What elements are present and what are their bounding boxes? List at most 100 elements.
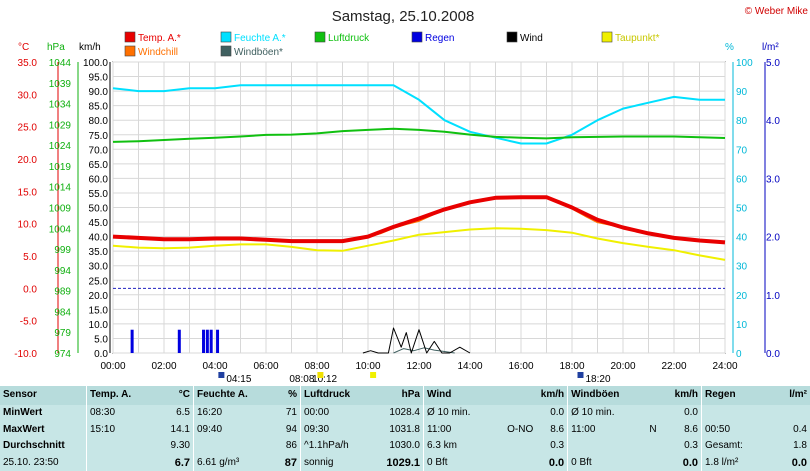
wind_ticks-tick-label: 15.0 <box>89 305 109 316</box>
rain-bar <box>205 329 209 353</box>
press-value: 1029.1 <box>386 456 420 469</box>
gust-value: 0.0 <box>682 456 698 469</box>
gust-value: 0.0 <box>684 407 698 419</box>
wind_ticks-tick-label: 100.0 <box>83 58 108 69</box>
gust-dir <box>634 438 659 455</box>
temp_ticks-tick-label: -10.0 <box>14 349 37 360</box>
header-press: Luftdruck <box>300 386 377 405</box>
wind_ticks-tick-label: 95.0 <box>89 73 109 84</box>
legend-label: Feuchte A.* <box>234 33 286 44</box>
stats-row-min: MinWert 08:30 6.5 16:20 71 00:00 1028.4 … <box>0 404 810 422</box>
wind-value: 8.6 <box>550 423 565 435</box>
gust-dir <box>634 454 659 471</box>
wind_ticks-tick-label: 60.0 <box>89 174 109 185</box>
header-rain: Regen <box>701 386 768 405</box>
x-tick-label: 10:00 <box>355 361 380 372</box>
header-temp-unit: °C <box>163 386 194 405</box>
moonrise-marker <box>218 372 225 378</box>
legend-label: Wind <box>520 33 543 44</box>
rain_ticks-tick-label: 5.0 <box>766 58 780 69</box>
x-tick-label: 02:00 <box>151 361 176 372</box>
wind-dir <box>490 438 536 455</box>
press-time: 00:00 <box>300 404 377 422</box>
humidity_ticks-tick-label: 10 <box>736 320 748 331</box>
rain-time: 00:50 <box>701 421 768 438</box>
humidity_ticks-tick-label: 70 <box>736 145 748 156</box>
press-value: 1030.0 <box>389 440 420 452</box>
series-line-windb-en <box>393 347 455 354</box>
rain-bar <box>209 329 213 353</box>
wind_ticks-tick-label: 75.0 <box>89 131 109 142</box>
x-tick-label: 06:00 <box>253 361 278 372</box>
wind-time: Ø 10 min. <box>423 404 490 422</box>
legend-label: Windböen* <box>234 47 283 58</box>
legend-swatch <box>314 31 326 43</box>
gust-value: 0.3 <box>684 440 698 452</box>
rain-bar <box>202 329 206 353</box>
pressure_ticks-tick-label: 989 <box>54 287 71 298</box>
gust-time: 11:00 <box>567 421 635 438</box>
wind_ticks-tick-label: 20.0 <box>89 291 109 302</box>
x-tick-label: 04:00 <box>202 361 227 372</box>
press-value: 1028.4 <box>389 407 420 419</box>
rain-time: 1.8 l/m² <box>701 454 768 471</box>
gust-time: 0 Bft <box>567 454 635 471</box>
rain_ticks-tick-label: 1.0 <box>766 291 780 302</box>
row-label: MaxWert <box>3 423 45 435</box>
temp-value: 14.1 <box>170 423 190 435</box>
legend-swatch <box>411 31 423 43</box>
hum-value: 86 <box>285 440 297 452</box>
sunset-time: 18:20 <box>586 374 611 385</box>
row-label: MinWert <box>3 407 43 419</box>
humidity_ticks-tick-label: 60 <box>736 174 748 185</box>
temp_ticks-tick-label: 35.0 <box>18 58 38 69</box>
temp_ticks-tick-label: 10.0 <box>18 220 38 231</box>
pressure_ticks-tick-label: 1044 <box>49 58 72 69</box>
pressure_ticks-tick-label: 999 <box>54 245 71 256</box>
rain-time <box>701 404 768 422</box>
credit-label: © Weber Mike <box>745 6 809 17</box>
wind-dir <box>490 454 536 471</box>
wind_ticks-tick-label: 0.0 <box>94 349 108 360</box>
humidity_ticks-tick-label: 20 <box>736 291 748 302</box>
pressure_ticks-tick-label: 994 <box>54 266 71 277</box>
temp-time: 15:10 <box>86 421 163 438</box>
temp_ticks-tick-label: 20.0 <box>18 155 38 166</box>
rain_ticks-tick-label: 2.0 <box>766 233 780 244</box>
pressure_ticks-tick-label: 984 <box>54 307 71 318</box>
rain-bar <box>177 329 181 353</box>
wind_ticks-tick-label: 90.0 <box>89 87 109 98</box>
gust-time <box>567 437 635 455</box>
header-wind-unit: km/h <box>490 386 568 405</box>
row-label: Durchschnitt <box>3 440 65 452</box>
header-rain-unit: l/m² <box>768 386 810 405</box>
legend-label: Regen <box>425 33 454 44</box>
wind_ticks-tick-label: 35.0 <box>89 247 109 258</box>
temp_ticks-tick-label: 0.0 <box>23 284 37 295</box>
sunrise-time: 08:08 <box>289 374 314 385</box>
pressure_ticks-tick-label: 1009 <box>49 204 72 215</box>
legend-label: Temp. A.* <box>138 33 181 44</box>
x-tick-label: 00:00 <box>100 361 125 372</box>
legend-swatch <box>124 31 136 43</box>
hum-time: 6.61 g/m³ <box>193 454 270 471</box>
temp_ticks-tick-label: 25.0 <box>18 123 38 134</box>
humidity_ticks-tick-label: 40 <box>736 233 748 244</box>
wind_ticks-tick-label: 40.0 <box>89 233 109 244</box>
wind_ticks-tick-label: 55.0 <box>89 189 109 200</box>
wind_ticks-tick-label: 85.0 <box>89 102 109 113</box>
hum-value: 94 <box>285 423 297 435</box>
wind-time: 0 Bft <box>423 454 490 471</box>
x-tick-label: 20:00 <box>610 361 635 372</box>
wind-value: 0.0 <box>548 456 565 469</box>
series-line-luftdruck <box>112 127 726 143</box>
rain-time: Gesamt: <box>701 437 768 455</box>
wind_ticks-tick-label: 25.0 <box>89 276 109 287</box>
header-sensor: Sensor <box>0 386 87 405</box>
moonset-time: 10:12 <box>312 374 337 385</box>
pressure_ticks-tick-label: 1034 <box>49 100 72 111</box>
temp-value: 6.7 <box>174 456 190 469</box>
rain_ticks-tick-label: 4.0 <box>766 116 780 127</box>
sunset-marker <box>577 372 584 378</box>
hum-time: 16:20 <box>193 404 270 422</box>
